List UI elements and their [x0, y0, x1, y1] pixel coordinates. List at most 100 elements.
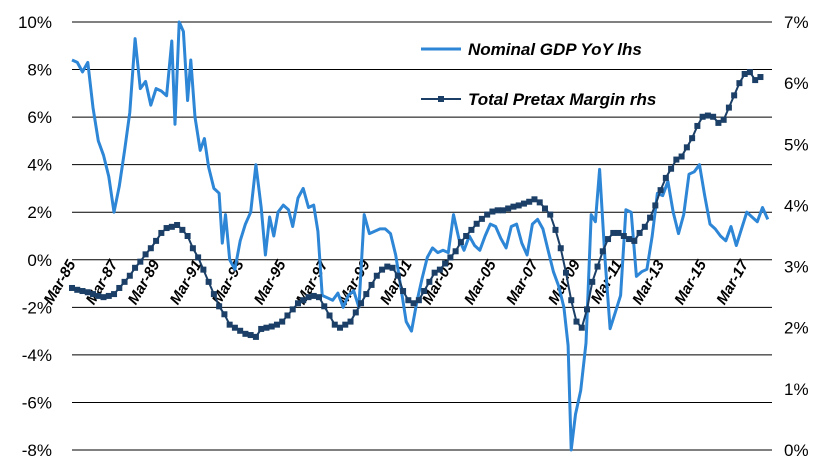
right-tick-label: 6%	[784, 74, 809, 93]
data-point	[478, 215, 485, 222]
data-point	[74, 286, 81, 293]
data-point	[531, 196, 538, 203]
data-point	[368, 281, 375, 288]
data-point	[400, 288, 407, 295]
x-tick-label: Mar-05	[461, 257, 500, 308]
data-point	[594, 263, 601, 270]
data-point	[347, 318, 354, 325]
data-point	[584, 306, 591, 313]
right-tick-label: 2%	[784, 319, 809, 338]
data-point	[505, 205, 512, 212]
data-point	[389, 264, 396, 271]
data-point	[179, 226, 186, 233]
data-point	[216, 303, 223, 310]
x-tick-label: Mar-93	[209, 257, 248, 308]
data-point	[132, 264, 139, 271]
x-tick-label: Mar-07	[503, 257, 542, 308]
data-point	[258, 325, 265, 332]
data-point	[725, 104, 732, 111]
data-point	[358, 300, 365, 307]
data-point	[715, 119, 722, 126]
data-point	[636, 229, 643, 236]
data-point	[195, 254, 202, 261]
data-point	[163, 225, 170, 232]
data-point	[100, 294, 107, 301]
data-point	[752, 77, 759, 84]
data-point	[610, 229, 617, 236]
data-point	[431, 269, 438, 276]
data-point	[720, 116, 727, 123]
right-tick-label: 7%	[784, 13, 809, 32]
left-tick-label: 10%	[18, 13, 52, 32]
data-point	[69, 284, 75, 291]
series-line	[71, 20, 770, 452]
right-tick-label: 0%	[784, 441, 809, 460]
data-point	[463, 233, 470, 239]
data-point	[189, 245, 196, 252]
data-point	[520, 200, 527, 207]
data-point	[710, 113, 717, 120]
left-tick-label: -8%	[22, 441, 52, 460]
data-point	[252, 333, 259, 340]
legend-item: Nominal GDP YoY lhs	[421, 40, 642, 59]
left-tick-label: 6%	[27, 108, 52, 127]
series-layer	[69, 20, 770, 452]
data-point	[421, 288, 428, 295]
data-point	[331, 321, 338, 328]
right-tick-label: 5%	[784, 135, 809, 154]
data-point	[95, 292, 102, 299]
data-point	[315, 294, 322, 301]
data-point	[678, 153, 685, 160]
data-point	[126, 272, 133, 279]
data-point	[142, 251, 149, 258]
data-point	[300, 297, 307, 304]
data-point	[536, 199, 543, 206]
data-point	[184, 233, 191, 239]
data-point	[552, 226, 559, 233]
data-point	[137, 258, 144, 265]
left-tick-label: -2%	[22, 298, 52, 317]
data-point	[557, 245, 564, 252]
right-tick-label: 3%	[784, 258, 809, 277]
data-point	[526, 198, 533, 205]
data-point	[111, 291, 118, 298]
data-point	[515, 202, 522, 209]
x-tick-label: Mar-95	[251, 257, 290, 308]
data-point	[363, 291, 370, 298]
data-point	[405, 297, 412, 304]
data-point	[326, 312, 333, 319]
data-point	[147, 245, 154, 252]
data-point	[631, 237, 638, 244]
data-point	[494, 207, 501, 214]
right-tick-label: 4%	[784, 196, 809, 215]
data-point	[373, 272, 380, 279]
data-point	[694, 122, 701, 129]
data-point	[273, 321, 280, 328]
left-tick-label: 0%	[27, 251, 52, 270]
data-point	[510, 203, 517, 210]
data-point	[689, 135, 696, 142]
data-point	[310, 292, 317, 299]
data-point	[294, 300, 301, 307]
series-1	[69, 69, 764, 340]
data-point	[284, 312, 291, 319]
data-point	[562, 269, 569, 276]
data-point	[247, 332, 254, 339]
data-point	[436, 266, 443, 273]
data-point	[615, 229, 622, 236]
right-axis-ticks: 0% 1% 2% 3% 4% 5% 6% 7%	[784, 13, 809, 460]
data-point	[673, 156, 680, 163]
legend-item: Total Pretax Margin rhs	[421, 90, 656, 109]
right-tick-label: 1%	[784, 380, 809, 399]
left-tick-label: -6%	[22, 393, 52, 412]
data-point	[746, 69, 753, 76]
data-point	[379, 266, 386, 273]
data-point	[620, 233, 627, 239]
data-point	[394, 272, 401, 279]
data-point	[499, 207, 506, 214]
data-point	[242, 330, 249, 337]
data-point	[221, 311, 228, 318]
data-point	[647, 214, 654, 221]
data-point	[605, 236, 612, 243]
